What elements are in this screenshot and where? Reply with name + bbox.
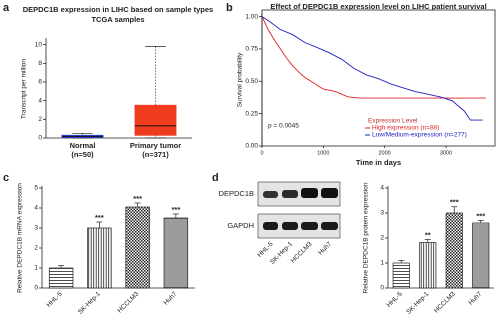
bar (472, 222, 490, 289)
y-tick-label: 4 (380, 185, 384, 192)
bar (125, 206, 150, 289)
legend-entry: Low/Medium-expression (n=277) (372, 132, 467, 139)
bar (445, 212, 463, 289)
y-tick-label: 1.00 (245, 13, 258, 20)
y-tick-label: 0.25 (245, 110, 258, 117)
significance: ** (425, 230, 431, 239)
panel-label: d (212, 172, 219, 184)
y-tick-label: 4 (38, 97, 42, 104)
annotation: p = 0.0045 (268, 123, 299, 130)
y-axis-label: Survival probability (237, 52, 244, 107)
y-axis-label: Relative DEPDC1B mRNA expression (17, 183, 24, 293)
y-tick-label: 2 (34, 245, 38, 252)
panel-label: b (226, 2, 233, 14)
y-tick-label: 3 (34, 225, 38, 232)
blot-row-label: GAPDH (227, 221, 254, 230)
significance: *** (476, 211, 485, 220)
chart-title: Effect of DEPDC1B expression level on LI… (270, 2, 486, 11)
sample-size: (n=50) (71, 150, 94, 159)
bar (163, 217, 189, 289)
bar (87, 227, 112, 289)
x-tick-label: 2000 (379, 150, 391, 156)
x-tick-label: Primary tumor (130, 141, 181, 150)
y-tick-label: 0 (34, 285, 38, 292)
significance: *** (95, 213, 104, 222)
y-tick-label: 0 (38, 135, 42, 142)
y-tick-label: 0 (380, 285, 384, 292)
x-tick-label: 0 (260, 150, 263, 156)
x-tick-label: SK-Hep-1 (405, 290, 430, 315)
blot-lane-label: HCCLM3 (290, 240, 314, 264)
y-axis-label: Transcript per million (21, 59, 28, 119)
x-tick-label: Huh7 (467, 290, 483, 306)
significance: *** (133, 194, 142, 203)
y-tick-label: 8 (38, 60, 42, 67)
chart-title: DEPDC1B expression in LIHC based on samp… (23, 5, 213, 14)
bar (392, 262, 410, 289)
x-tick-label: HCCLM3 (433, 290, 457, 314)
x-axis-label: Time in days (356, 158, 401, 167)
y-tick-label: 0.75 (245, 46, 258, 53)
y-tick-label: 2 (380, 235, 384, 242)
blot-lane-label: HHL-5 (256, 240, 275, 259)
x-tick-label: 3000 (440, 150, 452, 156)
significance: *** (171, 205, 180, 214)
blot-row-label: DEPDC1B (219, 189, 254, 198)
panel-label: a (3, 2, 10, 14)
y-tick-label: 4 (34, 205, 38, 212)
x-tick-label: SK-Hep-1 (77, 290, 102, 315)
x-tick-label: 1000 (317, 150, 329, 156)
panel-label: c (3, 172, 9, 184)
sample-size: (n=371) (142, 150, 169, 159)
western-blot (257, 181, 341, 239)
y-axis-label: Relative DEPDC1B protein expression (363, 182, 370, 293)
x-tick-label: Huh7 (163, 290, 179, 306)
y-tick-label: 6 (38, 79, 42, 86)
y-tick-label: 1 (380, 260, 384, 267)
y-tick-label: 10 (35, 41, 43, 48)
y-tick-label: 0.50 (245, 78, 258, 85)
legend-entry: High expression (n=88) (372, 125, 439, 132)
survival-line (261, 16, 483, 121)
y-tick-label: 5 (34, 185, 38, 192)
x-tick-label: HHL-5 (386, 290, 405, 309)
y-tick-label: 1 (34, 265, 38, 272)
significance: *** (450, 198, 459, 207)
bar (419, 242, 437, 289)
legend-title: Expression Level (368, 118, 418, 125)
x-tick-label: HCCLM3 (116, 290, 140, 314)
y-tick-label: 0.00 (245, 143, 258, 150)
blot-lane-label: Huh7 (317, 240, 333, 256)
survival-line (261, 16, 486, 99)
y-tick-label: 3 (380, 210, 384, 217)
box (134, 104, 177, 136)
y-tick-label: 2 (38, 116, 42, 123)
x-tick-label: Normal (70, 141, 96, 150)
bar (48, 267, 74, 289)
chart-subtitle: TCGA samples (91, 15, 144, 24)
x-tick-label: HHL-5 (46, 290, 65, 309)
